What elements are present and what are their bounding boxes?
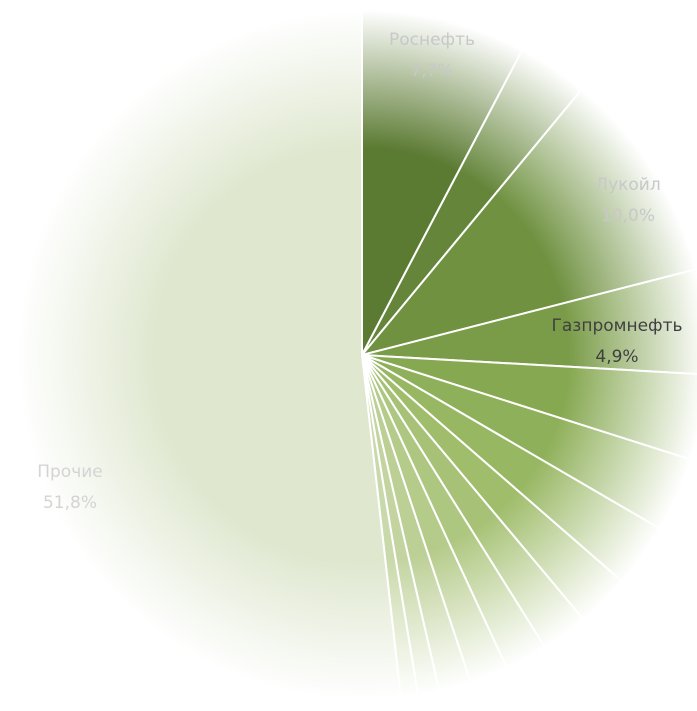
slice-label: Прочие xyxy=(37,462,103,482)
pie-slice xyxy=(359,87,697,357)
slice-value-label: 4,9% xyxy=(595,347,638,367)
slice-label: Газпромнефть xyxy=(552,316,683,336)
pie-slice xyxy=(361,8,524,356)
slice-label: Роснефть xyxy=(389,30,475,50)
slice-value-label: 7,7% xyxy=(410,61,453,81)
pie xyxy=(16,8,697,701)
slice-value-label: 51,8% xyxy=(43,493,97,513)
slice-value-label: 10,0% xyxy=(601,206,655,226)
pie-slice xyxy=(361,267,697,375)
slice-label: Лукойл xyxy=(595,175,660,195)
pie-slice xyxy=(16,8,403,701)
